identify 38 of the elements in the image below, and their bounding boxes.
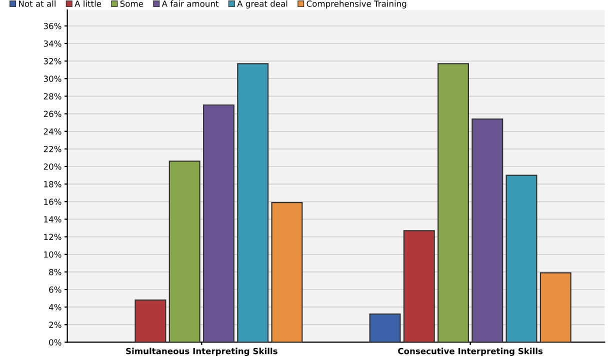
x-tick-label: Simultaneous Interpreting Skills — [126, 348, 278, 356]
x-tick-label: Consecutive Interpreting Skills — [398, 348, 543, 356]
legend-label: Comprehensive Training — [306, 0, 406, 8]
y-tick-label: 24% — [44, 128, 62, 135]
bar — [540, 272, 572, 342]
legend-label: A fair amount — [162, 0, 219, 7]
bar — [134, 300, 166, 342]
y-tick-label: 16% — [44, 198, 62, 205]
y-tick-label: 36% — [44, 22, 62, 30]
bar — [369, 314, 401, 342]
y-tick-label: 22% — [44, 146, 62, 152]
y-tick-label: 28% — [44, 93, 62, 100]
y-tick-label: 26% — [44, 110, 62, 118]
y-tick-label: 4% — [48, 304, 62, 310]
bar — [472, 118, 504, 342]
y-tick-label: 32% — [44, 58, 62, 64]
bar — [438, 63, 469, 342]
bar — [271, 202, 303, 342]
y-tick-label: 14% — [44, 216, 62, 223]
y-tick-label: 34% — [44, 40, 62, 47]
legend-label: Some — [120, 0, 144, 7]
bar — [237, 63, 269, 342]
y-tick-label: 6% — [49, 286, 62, 293]
y-tick-label: 20% — [44, 163, 62, 170]
y-tick-label: 2% — [49, 322, 62, 328]
y-tick-label: 8% — [49, 268, 62, 276]
y-tick-label: 12% — [44, 234, 62, 240]
legend-label: A little — [74, 0, 102, 7]
y-tick-label: 0% — [49, 339, 62, 346]
bar — [168, 160, 200, 342]
y-tick-label: 30% — [44, 76, 62, 82]
legend-label: A great deal — [237, 0, 288, 8]
legend-label: Not at all — [19, 0, 56, 7]
bar — [506, 174, 538, 342]
y-tick-label: 18% — [44, 181, 62, 188]
bar — [202, 104, 234, 342]
y-tick-label: 10% — [44, 251, 62, 258]
bar — [403, 230, 435, 342]
